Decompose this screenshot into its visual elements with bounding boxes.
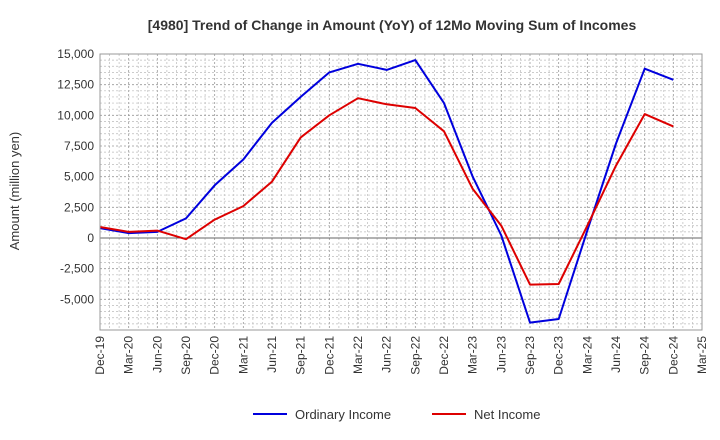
x-tick-label: Mar-25 (695, 336, 709, 374)
y-tick-label: 5,000 (64, 170, 94, 184)
x-tick-label: Mar-24 (580, 336, 594, 374)
x-tick-label: Jun-22 (380, 336, 394, 373)
x-tick-label: Jun-21 (265, 336, 279, 373)
x-tick-label: Jun-24 (609, 336, 623, 373)
y-axis-label: Amount (million yen) (7, 132, 22, 251)
x-tick-label: Dec-19 (93, 336, 107, 375)
grid (100, 53, 702, 330)
y-tick-label: -5,000 (60, 292, 94, 306)
y-tick-label: 7,500 (64, 139, 94, 153)
y-tick-label: 15,000 (57, 47, 94, 61)
y-tick-label: -2,500 (60, 262, 94, 276)
x-ticks: Dec-19 Mar-20 Jun-20 Sep-20 Dec-20 Mar-21 Jun-… (93, 336, 709, 375)
y-tick-label: 2,500 (64, 200, 94, 214)
x-tick-label: Mar-23 (466, 336, 480, 374)
x-tick-label: Sep-23 (523, 336, 537, 375)
y-tick-label: 0 (87, 231, 94, 245)
legend: Ordinary Income Net Income (253, 407, 540, 422)
y-tick-label: 10,000 (57, 108, 94, 122)
legend-net-income-label: Net Income (474, 407, 540, 422)
x-tick-label: Dec-20 (208, 336, 222, 375)
x-tick-label: Mar-21 (236, 336, 250, 374)
x-tick-label: Mar-20 (122, 336, 136, 374)
legend-ordinary-income-label: Ordinary Income (295, 407, 391, 422)
x-tick-label: Dec-23 (552, 336, 566, 375)
series (99, 59, 674, 324)
chart-title: [4980] Trend of Change in Amount (YoY) o… (148, 17, 637, 33)
x-tick-label: Sep-22 (408, 336, 422, 375)
x-tick-label: Dec-24 (666, 336, 680, 375)
x-tick-label: Sep-20 (179, 336, 193, 375)
y-ticks: 15,000 12,500 10,000 7,500 5,000 2,500 0 -2,500… (57, 47, 94, 306)
series-line-net-income (99, 97, 674, 286)
y-tick-label: 12,500 (57, 78, 94, 92)
x-tick-label: Sep-24 (638, 336, 652, 375)
x-tick-label: Dec-21 (322, 336, 336, 375)
x-tick-label: Jun-23 (494, 336, 508, 373)
x-tick-label: Jun-20 (150, 336, 164, 373)
series-line-ordinary-income (99, 59, 674, 324)
x-tick-label: Sep-21 (294, 336, 308, 375)
x-tick-label: Mar-22 (351, 336, 365, 374)
x-tick-label: Dec-22 (437, 336, 451, 375)
plot-frame (99, 53, 703, 331)
